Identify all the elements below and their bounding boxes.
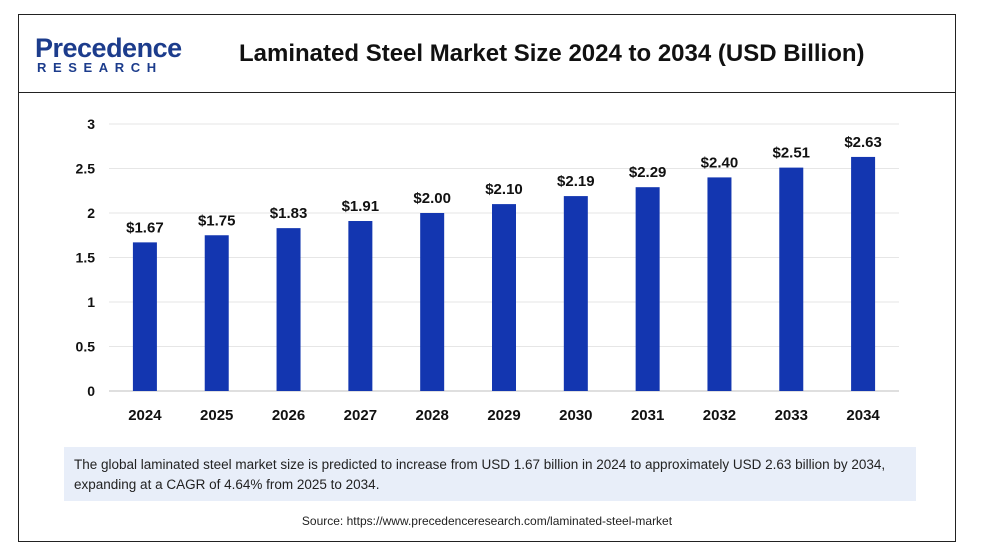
bar <box>563 196 588 391</box>
logo-subtitle: RESEARCH <box>37 60 163 75</box>
data-label: $1.67 <box>126 219 164 236</box>
bar <box>420 213 445 391</box>
data-label: $2.00 <box>413 190 451 207</box>
x-tick-label: 2024 <box>128 407 162 424</box>
y-tick-label: 2 <box>87 205 95 221</box>
data-label: $2.10 <box>485 181 523 198</box>
x-tick-label: 2034 <box>846 407 880 424</box>
y-tick-label: 1.5 <box>76 250 96 266</box>
data-label: $1.83 <box>270 205 308 222</box>
bar <box>492 204 516 391</box>
y-tick-label: 2.5 <box>76 161 96 177</box>
x-tick-label: 2029 <box>487 407 520 424</box>
x-tick-label: 2028 <box>415 407 448 424</box>
y-tick-label: 1 <box>87 294 95 310</box>
bar <box>851 156 876 391</box>
data-label: $2.29 <box>629 164 667 181</box>
x-tick-label: 2032 <box>703 407 736 424</box>
bar <box>707 177 732 391</box>
y-tick-label: 3 <box>87 116 95 132</box>
x-tick-label: 2031 <box>631 407 664 424</box>
bar <box>204 235 229 391</box>
summary-text: The global laminated steel market size i… <box>74 457 886 492</box>
source-citation: Source: https://www.precedenceresearch.c… <box>301 514 673 528</box>
data-label: $1.91 <box>342 198 380 215</box>
summary-note: The global laminated steel market size i… <box>64 447 916 501</box>
chart-title: Laminated Steel Market Size 2024 to 2034… <box>239 40 865 67</box>
bar <box>348 221 373 391</box>
x-tick-label: 2025 <box>200 407 233 424</box>
y-tick-label: 0 <box>87 383 95 399</box>
data-label: $2.19 <box>557 173 595 190</box>
bar <box>635 187 660 391</box>
header: Precedence RESEARCH Laminated Steel Mark… <box>19 15 955 93</box>
logo-wordmark: Precedence <box>35 33 182 63</box>
x-tick-label: 2026 <box>272 407 305 424</box>
precedence-research-logo: Precedence RESEARCH <box>35 33 185 81</box>
data-label: $2.40 <box>701 154 739 171</box>
chart-frame: Precedence RESEARCH Laminated Steel Mark… <box>18 14 956 542</box>
bar <box>132 242 157 391</box>
y-tick-label: 0.5 <box>76 339 96 355</box>
bar <box>779 167 804 391</box>
x-tick-label: 2030 <box>559 407 592 424</box>
x-tick-label: 2027 <box>344 407 377 424</box>
bar <box>276 228 301 391</box>
bar-chart: 0 0.5 1 1.5 2 2.5 3 $1.67 2024 $1.75 2025 $1.83 2026… <box>76 116 899 424</box>
data-label: $2.51 <box>772 145 810 162</box>
data-label: $1.75 <box>198 212 236 229</box>
x-tick-label: 2033 <box>775 407 808 424</box>
data-label: $2.63 <box>844 134 882 151</box>
